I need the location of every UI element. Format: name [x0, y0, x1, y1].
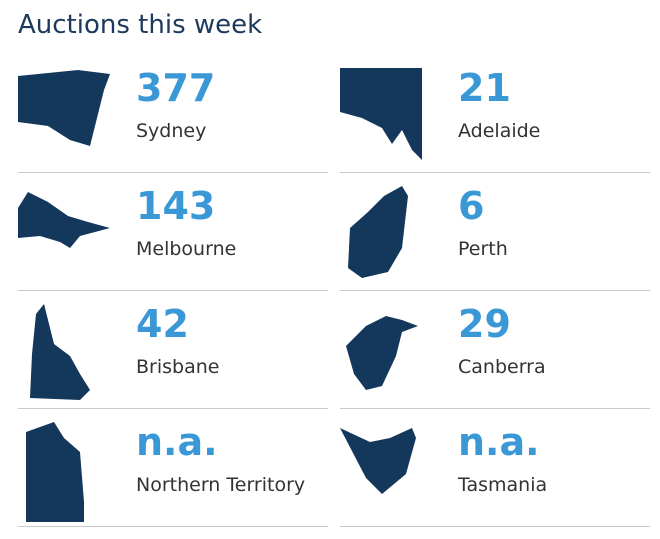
region-name: Adelaide: [458, 120, 541, 142]
region-shape: [348, 186, 408, 278]
auction-count: 29: [458, 302, 511, 346]
region-shape: [26, 422, 84, 522]
region-name: Tasmania: [458, 474, 548, 496]
auction-count: 377: [136, 66, 216, 110]
auction-count: 42: [136, 302, 189, 346]
region-shape: [18, 70, 110, 146]
auction-cell: 143 Melbourne: [18, 182, 328, 291]
region-name: Brisbane: [136, 356, 220, 378]
auction-count: 21: [458, 66, 511, 110]
region-icon: [18, 192, 110, 248]
auction-cell: 377 Sydney: [18, 64, 328, 173]
region-name: Northern Territory: [136, 474, 306, 496]
region-name: Canberra: [458, 356, 546, 378]
region-icon: [18, 70, 110, 146]
region-shape: [18, 192, 110, 248]
region-icon: [340, 68, 422, 160]
auction-count: n.a.: [458, 420, 540, 464]
title: Auctions this week: [18, 10, 263, 40]
region-shape: [30, 304, 90, 400]
auction-cell: 29 Canberra: [340, 300, 650, 409]
region-icon: [340, 428, 416, 494]
auction-cell: 6 Perth: [340, 182, 650, 291]
auction-count: n.a.: [136, 420, 218, 464]
region-name: Sydney: [136, 120, 207, 142]
auction-cell: n.a. Northern Territory: [18, 418, 328, 527]
auction-cell: n.a. Tasmania: [340, 418, 650, 527]
auction-cell: 42 Brisbane: [18, 300, 328, 409]
auction-count: 143: [136, 184, 216, 228]
region-shape: [340, 68, 422, 160]
region-shape: [340, 428, 416, 494]
region-name: Melbourne: [136, 238, 237, 260]
auction-count: 6: [458, 184, 485, 228]
region-icon: [30, 304, 90, 400]
region-icon: [346, 316, 418, 390]
region-icon: [348, 186, 408, 278]
region-shape: [346, 316, 418, 390]
region-name: Perth: [458, 238, 508, 260]
auction-cell: 21 Adelaide: [340, 64, 650, 173]
region-icon: [26, 422, 84, 522]
